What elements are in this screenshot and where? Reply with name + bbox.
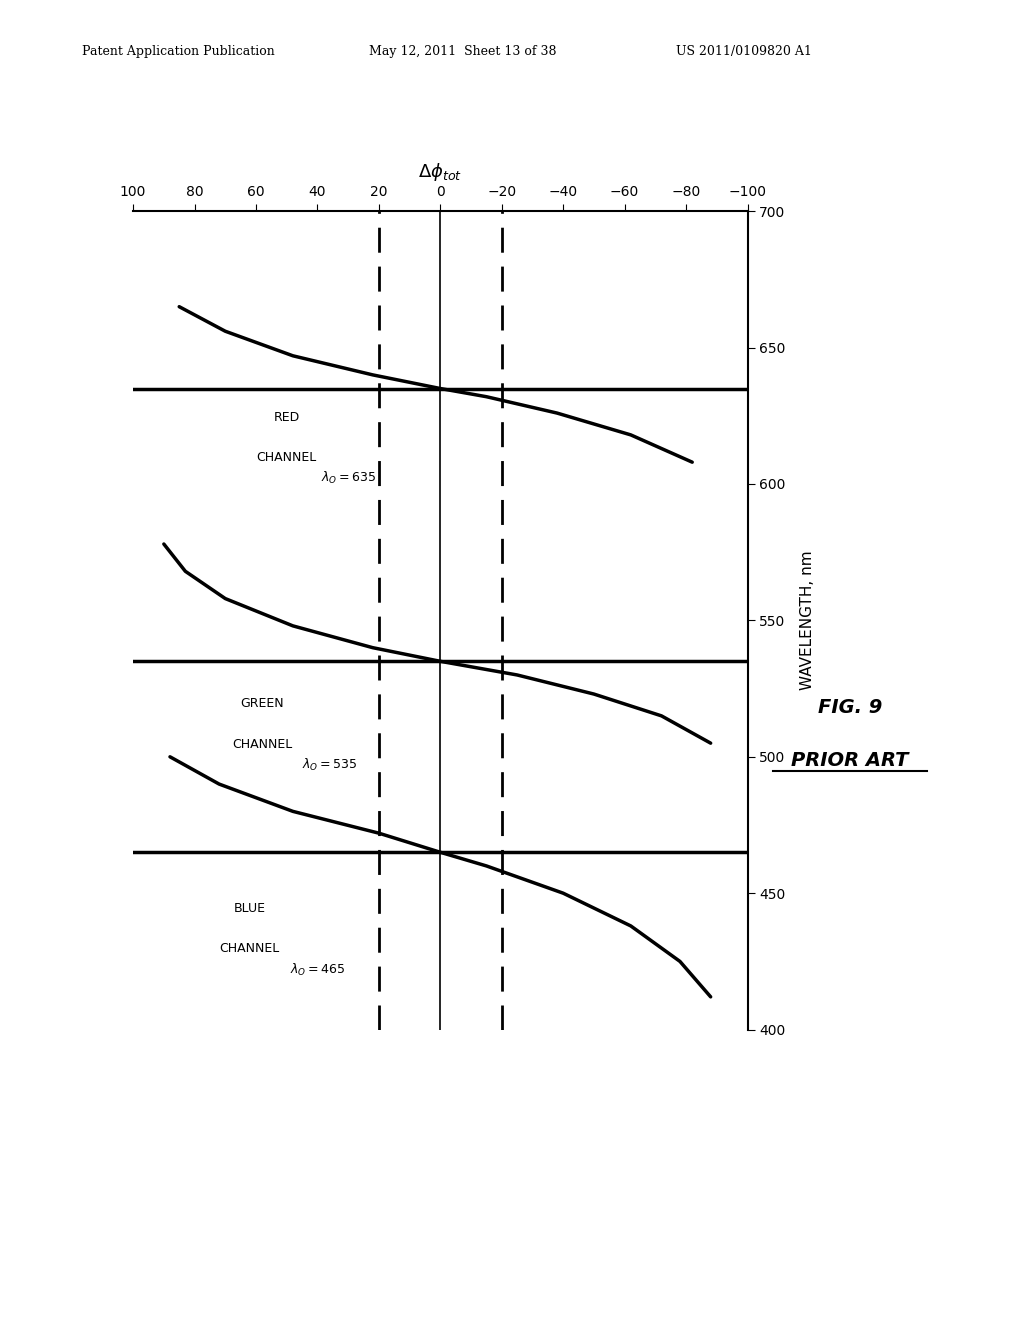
- Text: GREEN: GREEN: [241, 697, 284, 710]
- Text: $\lambda_O = 635$: $\lambda_O = 635$: [321, 470, 376, 487]
- Text: Patent Application Publication: Patent Application Publication: [82, 45, 274, 58]
- Text: FIG. 9: FIG. 9: [818, 698, 882, 717]
- Text: RED: RED: [273, 411, 300, 424]
- Y-axis label: WAVELENGTH, nm: WAVELENGTH, nm: [800, 550, 814, 690]
- Text: $\lambda_O = 465$: $\lambda_O = 465$: [290, 961, 345, 978]
- X-axis label: $\Delta\phi_{tot}$: $\Delta\phi_{tot}$: [418, 161, 463, 183]
- Text: BLUE: BLUE: [233, 902, 266, 915]
- Text: CHANNEL: CHANNEL: [220, 942, 280, 956]
- Text: CHANNEL: CHANNEL: [232, 738, 292, 751]
- Text: US 2011/0109820 A1: US 2011/0109820 A1: [676, 45, 812, 58]
- Text: $\lambda_O = 535$: $\lambda_O = 535$: [302, 756, 357, 774]
- Text: CHANNEL: CHANNEL: [257, 451, 316, 465]
- Text: PRIOR ART: PRIOR ART: [792, 751, 908, 770]
- Text: May 12, 2011  Sheet 13 of 38: May 12, 2011 Sheet 13 of 38: [369, 45, 556, 58]
